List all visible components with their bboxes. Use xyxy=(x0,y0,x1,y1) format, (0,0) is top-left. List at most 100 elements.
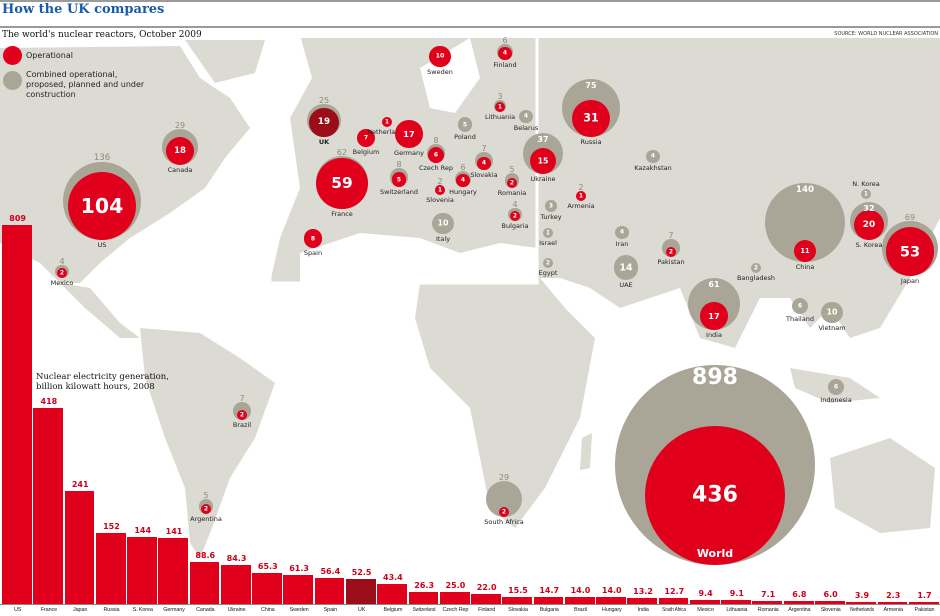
country-label-brazil: Brazil xyxy=(232,421,252,429)
bar-lithuania[interactable] xyxy=(721,599,751,604)
bar-pakistan[interactable] xyxy=(908,602,939,604)
combined-bubble-indonesia[interactable] xyxy=(827,378,845,395)
operational-bubble-brazil[interactable] xyxy=(237,410,247,420)
bar-switzerland[interactable] xyxy=(408,591,439,604)
operational-value-lithuania: 1 xyxy=(497,103,503,111)
country-label-belgium: Belgium xyxy=(352,148,380,156)
bar-france[interactable] xyxy=(33,408,64,604)
operational-bubble-world[interactable] xyxy=(645,425,785,565)
bar-bulgaria[interactable] xyxy=(533,597,564,604)
combined-bubble-kazakhstan[interactable] xyxy=(646,149,660,163)
bar-netherlands[interactable] xyxy=(846,602,877,604)
legend-operational-swatch xyxy=(3,46,22,65)
operational-bubble-finland[interactable] xyxy=(498,46,512,60)
bar-mexico[interactable] xyxy=(689,599,720,604)
bar-india[interactable] xyxy=(627,597,658,604)
bar-russia[interactable] xyxy=(95,532,126,604)
bar-ukraine[interactable] xyxy=(220,564,251,604)
bar-brazil[interactable] xyxy=(564,597,595,604)
operational-bubble-france[interactable] xyxy=(316,157,368,209)
combined-value-uk: 25 xyxy=(318,95,330,105)
bar-canada[interactable] xyxy=(189,562,220,604)
operational-bubble-czech-rep[interactable] xyxy=(427,146,445,163)
operational-bubble-spain[interactable] xyxy=(303,229,323,248)
country-label-japan: Japan xyxy=(900,277,920,285)
combined-value-brazil: 7 xyxy=(239,394,245,404)
operational-bubble-russia[interactable] xyxy=(572,99,610,137)
country-label-germany: Germany xyxy=(394,149,424,157)
combined-bubble-belarus[interactable] xyxy=(519,109,533,123)
madagascar xyxy=(580,433,592,470)
operational-bubble-china[interactable] xyxy=(793,239,817,262)
combined-value-japan: 69 xyxy=(904,212,916,222)
operational-bubble-slovenia[interactable] xyxy=(435,185,445,195)
operational-value-bulgaria: 2 xyxy=(512,212,518,220)
operational-bubble-us[interactable] xyxy=(67,171,137,240)
bar-us[interactable] xyxy=(2,225,32,604)
operational-bubble-ukraine[interactable] xyxy=(530,148,556,174)
combined-bubble-egypt[interactable] xyxy=(543,258,553,268)
operational-bubble-uk[interactable] xyxy=(309,107,339,137)
bar-slovenia[interactable] xyxy=(815,601,845,604)
bar-uk[interactable] xyxy=(345,579,376,604)
country-label-indonesia: Indonesia xyxy=(820,396,852,404)
bar-china[interactable] xyxy=(252,573,282,604)
bar-hungary[interactable] xyxy=(596,597,626,604)
africa xyxy=(415,278,595,528)
operational-bubble-hungary[interactable] xyxy=(456,173,470,187)
combined-bubble-turkey[interactable] xyxy=(545,200,557,212)
operational-bubble-slovakia[interactable] xyxy=(477,156,491,170)
bar-finland[interactable] xyxy=(471,593,501,604)
combined-bubble-iran[interactable] xyxy=(615,225,629,239)
combined-bubble-vietnam[interactable] xyxy=(821,301,843,323)
operational-bubble-japan[interactable] xyxy=(885,227,935,276)
combined-bubble-thailand[interactable] xyxy=(791,297,809,314)
bar-south-africa[interactable] xyxy=(658,598,689,604)
operational-bubble-canada[interactable] xyxy=(165,136,195,165)
combined-bubble-bangladesh[interactable] xyxy=(751,263,761,273)
bar-category-label: Slovenia xyxy=(820,607,841,613)
operational-bubble-india[interactable] xyxy=(700,302,728,330)
bar-value-label: 6.8 xyxy=(792,589,807,599)
bar-s-korea[interactable] xyxy=(127,536,157,604)
operational-bubble-romania[interactable] xyxy=(507,178,517,188)
bar-spain[interactable] xyxy=(314,577,345,604)
bar-slovakia[interactable] xyxy=(502,596,533,604)
bar-belgium[interactable] xyxy=(377,583,407,604)
operational-bubble-armenia[interactable] xyxy=(576,191,586,201)
bar-romania[interactable] xyxy=(752,600,783,604)
combined-bubble-n-korea[interactable] xyxy=(861,189,871,199)
bar-category-label: UK xyxy=(357,607,366,613)
bar-argentina[interactable] xyxy=(783,600,814,604)
operational-bubble-belgium[interactable] xyxy=(357,129,375,147)
operational-bubble-bulgaria[interactable] xyxy=(510,211,520,221)
operational-bubble-s-korea[interactable] xyxy=(854,210,884,240)
operational-bubble-lithuania[interactable] xyxy=(495,102,505,112)
combined-bubble-italy[interactable] xyxy=(432,212,454,234)
operational-bubble-argentina[interactable] xyxy=(201,504,211,514)
bar-category-label: Switzerland xyxy=(412,607,436,613)
operational-value-japan: 53 xyxy=(899,243,921,261)
country-label-canada: Canada xyxy=(167,166,193,174)
bar-germany[interactable] xyxy=(158,537,189,604)
bar-armenia[interactable] xyxy=(877,602,908,604)
operational-bubble-south-africa[interactable] xyxy=(499,507,509,517)
bar-japan[interactable] xyxy=(64,491,95,604)
central-america xyxy=(60,283,140,338)
combined-bubble-uae[interactable] xyxy=(613,255,639,280)
combined-bubble-poland[interactable] xyxy=(457,117,473,132)
country-label-india: India xyxy=(706,331,722,339)
bar-czech-rep[interactable] xyxy=(439,592,470,604)
combined-bubble-israel[interactable] xyxy=(543,228,553,238)
country-label-belarus: Belarus xyxy=(513,124,539,132)
operational-bubble-switzerland[interactable] xyxy=(391,172,407,187)
operational-bubble-netherlands[interactable] xyxy=(382,117,392,127)
bar-sweden[interactable] xyxy=(283,575,314,604)
operational-value-armenia: 1 xyxy=(578,192,584,200)
country-label-france: France xyxy=(331,210,353,218)
operational-bubble-pakistan[interactable] xyxy=(666,247,676,257)
bar-value-label: 22.0 xyxy=(476,582,497,592)
operational-bubble-mexico[interactable] xyxy=(57,268,67,278)
operational-bubble-sweden[interactable] xyxy=(429,45,451,67)
operational-bubble-germany[interactable] xyxy=(395,120,423,148)
